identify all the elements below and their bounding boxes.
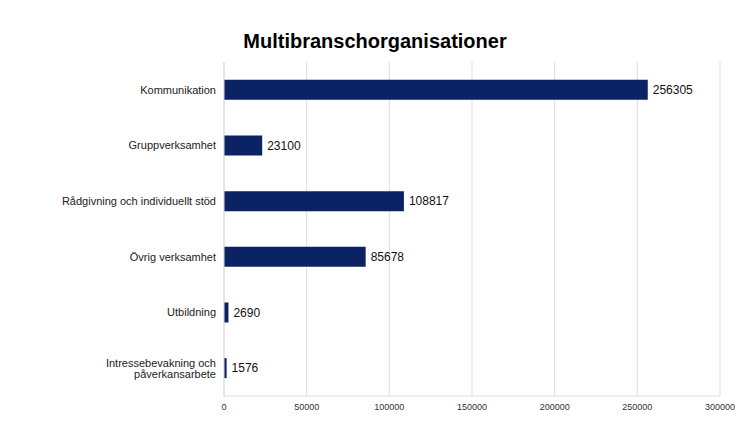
svg-text:256305: 256305	[653, 83, 693, 97]
svg-text:100000: 100000	[374, 402, 404, 412]
svg-text:1576: 1576	[232, 361, 259, 375]
svg-text:300000: 300000	[705, 402, 735, 412]
svg-text:85678: 85678	[371, 250, 405, 264]
svg-text:0: 0	[221, 402, 226, 412]
svg-text:Kommunikation: Kommunikation	[140, 84, 216, 96]
svg-text:2690: 2690	[233, 306, 260, 320]
svg-text:Intressebevakning ochpåverkans: Intressebevakning ochpåverkansarbete	[106, 357, 216, 380]
svg-text:23100: 23100	[267, 139, 301, 153]
svg-text:Övrig verksamhet: Övrig verksamhet	[130, 251, 216, 263]
svg-text:200000: 200000	[540, 402, 570, 412]
html-text:Multibranschorganisationer: Multibranschorganisationer	[243, 30, 507, 52]
svg-text:Gruppverksamhet: Gruppverksamhet	[129, 139, 216, 151]
svg-text:150000: 150000	[457, 402, 487, 412]
svg-text:108817: 108817	[409, 194, 449, 208]
svg-text:Utbildning: Utbildning	[167, 306, 216, 318]
svg-text:Rådgivning och individuellt st: Rådgivning och individuellt stöd	[62, 195, 216, 207]
svg-text:250000: 250000	[622, 402, 652, 412]
svg-text:50000: 50000	[294, 402, 319, 412]
